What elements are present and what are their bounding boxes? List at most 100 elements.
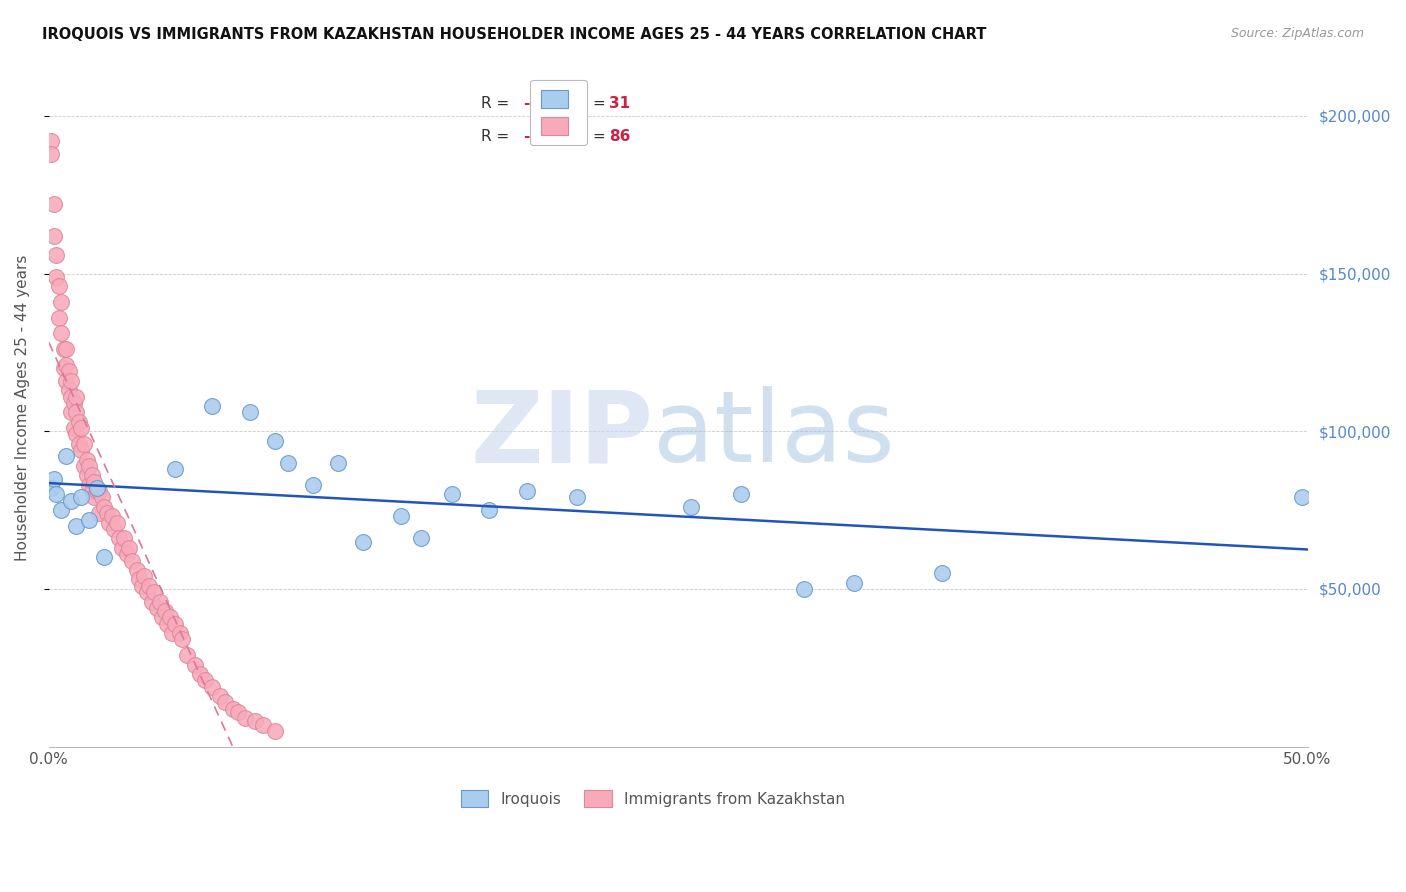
Point bbox=[60, 390, 83, 404]
Point bbox=[243, 714, 266, 729]
Point bbox=[60, 405, 83, 419]
Point bbox=[108, 532, 131, 546]
Point bbox=[679, 500, 702, 514]
Point bbox=[176, 648, 198, 663]
Point bbox=[440, 487, 463, 501]
Text: -0.181: -0.181 bbox=[523, 96, 578, 112]
Point bbox=[103, 522, 125, 536]
Text: N =: N = bbox=[568, 96, 612, 112]
Point bbox=[150, 610, 173, 624]
Point bbox=[60, 374, 83, 388]
Point bbox=[201, 680, 224, 694]
Point bbox=[169, 626, 191, 640]
Text: R =: R = bbox=[481, 128, 513, 144]
Point bbox=[221, 702, 243, 716]
Point bbox=[73, 458, 96, 473]
Point bbox=[138, 579, 160, 593]
Point bbox=[96, 506, 118, 520]
Point bbox=[134, 569, 156, 583]
Point bbox=[302, 478, 325, 492]
Point bbox=[148, 594, 170, 608]
Point bbox=[87, 484, 110, 499]
Point bbox=[121, 553, 143, 567]
Point bbox=[52, 361, 75, 376]
Point bbox=[111, 541, 134, 555]
Point bbox=[100, 509, 122, 524]
Point bbox=[39, 146, 62, 161]
Point bbox=[125, 563, 148, 577]
Point bbox=[86, 481, 108, 495]
Point bbox=[411, 532, 433, 546]
Point bbox=[51, 326, 73, 341]
Point bbox=[478, 503, 501, 517]
Point bbox=[80, 468, 103, 483]
Text: R =: R = bbox=[481, 96, 513, 112]
Text: ZIP: ZIP bbox=[470, 386, 652, 483]
Point bbox=[172, 632, 194, 647]
Point bbox=[105, 516, 128, 530]
Point bbox=[146, 600, 169, 615]
Point bbox=[277, 456, 299, 470]
Point bbox=[86, 484, 108, 499]
Point bbox=[77, 512, 100, 526]
Point bbox=[87, 506, 110, 520]
Point bbox=[141, 594, 163, 608]
Point bbox=[128, 573, 150, 587]
Point bbox=[163, 616, 186, 631]
Point bbox=[51, 294, 73, 309]
Point bbox=[131, 579, 153, 593]
Point bbox=[65, 390, 87, 404]
Point bbox=[93, 500, 115, 514]
Point bbox=[45, 269, 67, 284]
Point bbox=[159, 610, 181, 624]
Legend: Iroquois, Immigrants from Kazakhstan: Iroquois, Immigrants from Kazakhstan bbox=[454, 784, 851, 814]
Point bbox=[65, 519, 87, 533]
Point bbox=[76, 468, 98, 483]
Point bbox=[63, 396, 86, 410]
Point bbox=[58, 364, 80, 378]
Point bbox=[226, 705, 249, 719]
Point bbox=[45, 247, 67, 261]
Point bbox=[52, 343, 75, 357]
Point bbox=[70, 491, 93, 505]
Point bbox=[214, 696, 236, 710]
Point bbox=[160, 626, 183, 640]
Point bbox=[188, 667, 211, 681]
Point bbox=[931, 566, 953, 581]
Point bbox=[252, 717, 274, 731]
Point bbox=[98, 516, 121, 530]
Text: N =: N = bbox=[568, 128, 612, 144]
Point bbox=[136, 585, 159, 599]
Y-axis label: Householder Income Ages 25 - 44 years: Householder Income Ages 25 - 44 years bbox=[15, 254, 30, 561]
Point bbox=[51, 503, 73, 517]
Point bbox=[793, 582, 815, 596]
Point bbox=[730, 487, 752, 501]
Point bbox=[328, 456, 350, 470]
Point bbox=[83, 475, 105, 489]
Point bbox=[58, 383, 80, 397]
Point bbox=[516, 484, 538, 499]
Point bbox=[65, 427, 87, 442]
Point bbox=[115, 547, 138, 561]
Point bbox=[55, 343, 77, 357]
Point bbox=[90, 491, 112, 505]
Point bbox=[70, 443, 93, 458]
Point bbox=[83, 491, 105, 505]
Point bbox=[80, 484, 103, 499]
Point bbox=[55, 450, 77, 464]
Point bbox=[42, 471, 65, 485]
Point bbox=[73, 437, 96, 451]
Point bbox=[42, 228, 65, 243]
Point bbox=[93, 550, 115, 565]
Text: atlas: atlas bbox=[652, 386, 894, 483]
Point bbox=[65, 405, 87, 419]
Point bbox=[208, 689, 231, 703]
Point bbox=[389, 509, 412, 524]
Text: -0.188: -0.188 bbox=[523, 128, 578, 144]
Point bbox=[77, 458, 100, 473]
Point bbox=[163, 462, 186, 476]
Point bbox=[70, 421, 93, 435]
Text: IROQUOIS VS IMMIGRANTS FROM KAZAKHSTAN HOUSEHOLDER INCOME AGES 25 - 44 YEARS COR: IROQUOIS VS IMMIGRANTS FROM KAZAKHSTAN H… bbox=[42, 27, 987, 42]
Point bbox=[63, 421, 86, 435]
Point bbox=[156, 616, 179, 631]
